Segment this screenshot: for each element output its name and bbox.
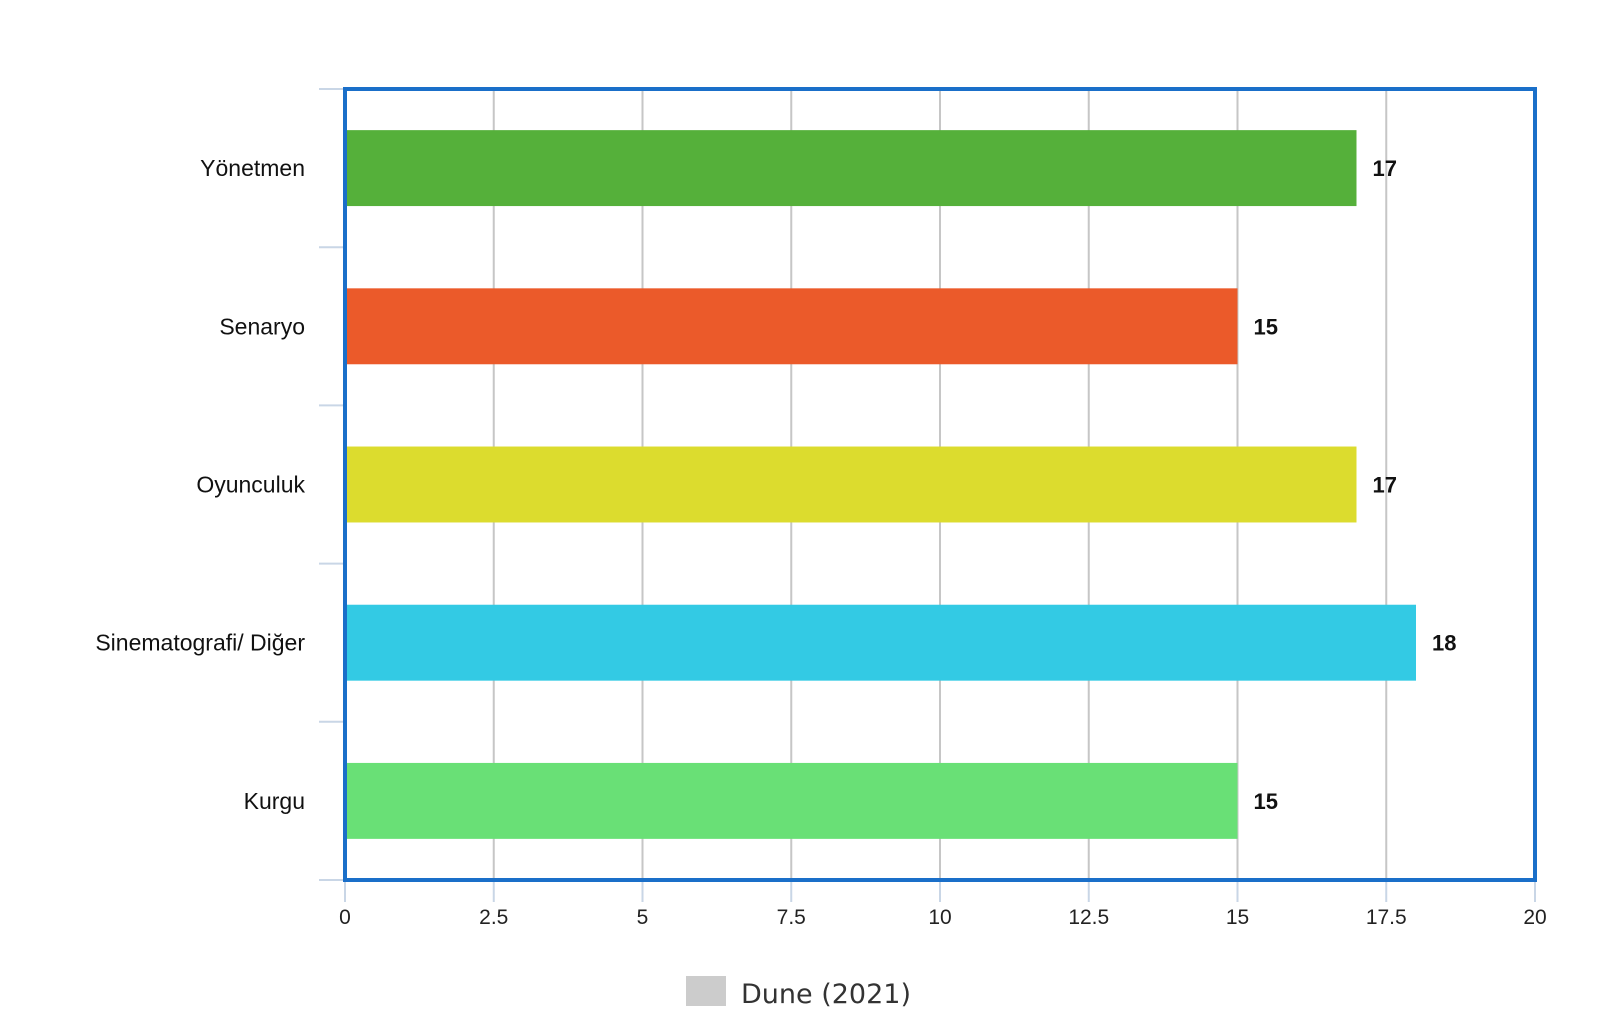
- data-labels: 17 15 17 18 15: [1254, 156, 1457, 814]
- bar[interactable]: [345, 130, 1357, 207]
- bars: [345, 130, 1416, 839]
- data-label: 18: [1432, 631, 1456, 656]
- data-label: 15: [1254, 789, 1278, 814]
- bar[interactable]: [345, 446, 1357, 523]
- category-label: Yönetmen: [200, 155, 305, 181]
- x-tick-label: 0: [339, 906, 351, 929]
- legend-label[interactable]: Dune (2021): [741, 979, 911, 1010]
- data-label: 17: [1373, 156, 1397, 181]
- x-tick-label: 2.5: [479, 906, 508, 929]
- bar[interactable]: [345, 604, 1416, 681]
- category-labels: Yönetmen Senaryo Oyunculuk Sinematografi/ D…: [95, 155, 305, 814]
- category-label: Oyunculuk: [196, 472, 305, 498]
- x-tick-labels: 0 2.5 5 7.5 10 12.5 15 17.5 20: [339, 906, 1547, 929]
- data-label: 17: [1373, 473, 1397, 498]
- x-tick-label: 12.5: [1068, 906, 1109, 929]
- category-label: Sinematografi/ Diğer: [95, 630, 305, 656]
- x-tick-label: 5: [637, 906, 649, 929]
- bar[interactable]: [345, 288, 1238, 365]
- x-tick-label: 7.5: [777, 906, 806, 929]
- plot-frame-border: [343, 87, 1537, 882]
- x-tick-label: 15: [1226, 906, 1249, 929]
- category-label: Kurgu: [244, 788, 305, 814]
- x-tick-label: 10: [928, 906, 951, 929]
- plot-frame: [343, 87, 1537, 882]
- legend-swatch[interactable]: [686, 976, 726, 1006]
- x-tick-label: 17.5: [1366, 906, 1407, 929]
- x-tick-label: 20: [1523, 906, 1546, 929]
- category-label: Senaryo: [219, 313, 305, 339]
- data-label: 15: [1254, 314, 1278, 339]
- bar[interactable]: [345, 762, 1238, 839]
- legend[interactable]: Dune (2021): [686, 976, 911, 1010]
